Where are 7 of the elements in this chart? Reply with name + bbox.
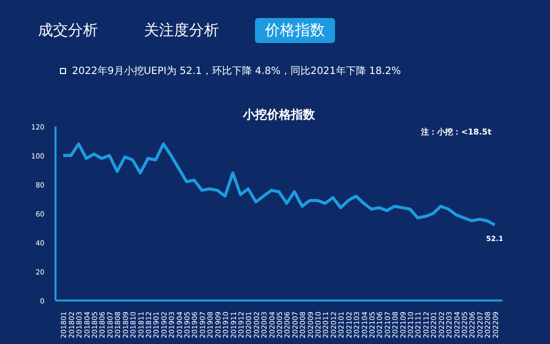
text: 价格指数 <box>255 18 335 44</box>
line-series <box>62 142 496 226</box>
text: 成交分析 <box>37 20 99 41</box>
chart-title: 小挖价格指数 <box>242 108 316 122</box>
text: 关注度分析 <box>143 20 220 41</box>
annotation: 注：小挖：<18.5t <box>420 128 492 136</box>
text: 2022年9月小挖UEPI为 52.1，环比下降 4.8%，同比2021年下降 18.2% <box>71 64 401 80</box>
